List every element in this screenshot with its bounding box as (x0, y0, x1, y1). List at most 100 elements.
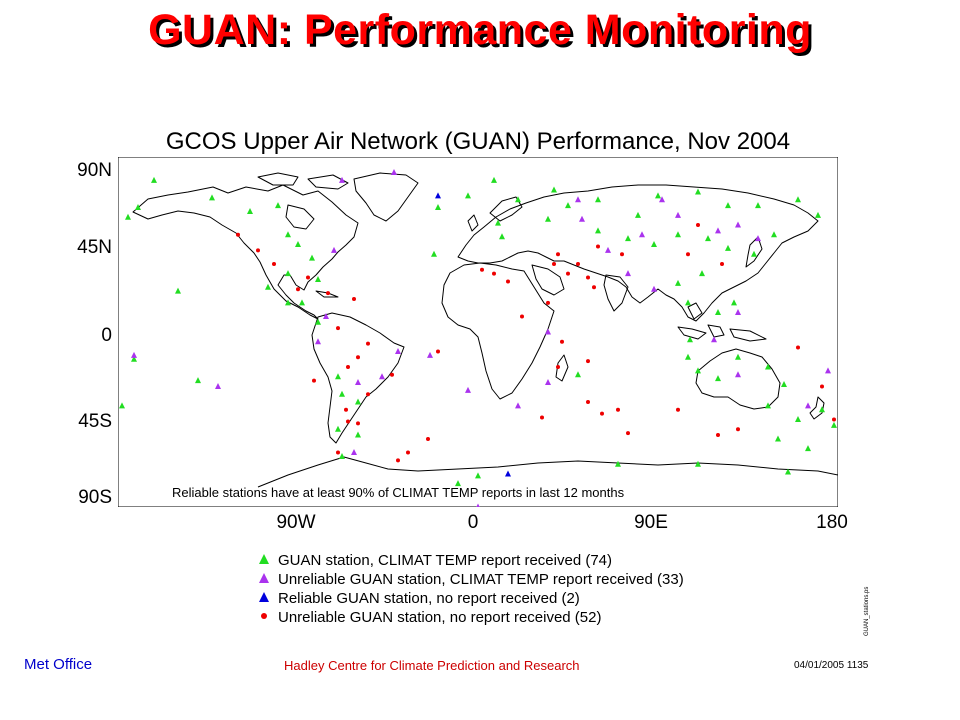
station-purple-19 (639, 231, 645, 238)
station-green-40 (755, 202, 761, 209)
station-purple-16 (579, 215, 585, 222)
station-green-25 (435, 204, 441, 211)
station-purple-15 (545, 328, 551, 335)
station-purple-20 (659, 196, 665, 203)
station-purple-21 (675, 211, 681, 218)
station-green-42 (815, 211, 821, 218)
station-red-33 (560, 339, 564, 344)
station-green-22 (335, 425, 341, 432)
station-purple-11 (427, 351, 433, 358)
station-green-38 (695, 188, 701, 195)
station-purple-24 (735, 221, 741, 228)
station-red-1 (256, 248, 260, 253)
station-green-23 (355, 431, 361, 438)
station-purple-17 (575, 196, 581, 203)
station-green-13 (119, 402, 125, 409)
station-red-41 (736, 427, 740, 432)
station-red-49 (720, 261, 724, 266)
station-green-47 (705, 235, 711, 242)
new-zealand (809, 396, 825, 420)
station-green-52 (675, 279, 681, 286)
station-purple-28 (805, 402, 811, 409)
station-green-45 (651, 241, 657, 247)
station-green-63 (819, 406, 825, 413)
scandinavia (489, 196, 523, 222)
station-red-50 (696, 223, 700, 228)
station-green-21 (355, 398, 361, 405)
station-green-17 (299, 299, 305, 306)
station-red-17 (336, 450, 340, 455)
station-green-24 (339, 452, 345, 459)
station-green-51 (699, 270, 705, 277)
station-purple-3 (215, 382, 221, 389)
station-red-5 (326, 291, 330, 296)
legend-label-reliable-no-report: Reliable GUAN station, no report receive… (278, 590, 580, 607)
station-red-23 (480, 267, 484, 272)
station-green-70 (695, 460, 701, 467)
station-green-69 (615, 460, 621, 467)
station-red-12 (356, 355, 360, 360)
station-green-60 (781, 381, 787, 387)
hadley-centre-text: Hadley Centre for Climate Prediction and… (284, 658, 580, 673)
station-red-20 (426, 436, 430, 441)
station-red-42 (676, 407, 680, 412)
world-map: Reliable stations have at least 90% of C… (118, 157, 838, 507)
station-red-18 (396, 458, 400, 463)
station-green-16 (285, 299, 291, 306)
station-green-43 (595, 227, 601, 234)
station-green-12 (175, 287, 181, 294)
legend-row-unreliable-received: Unreliable GUAN station, CLIMAT TEMP rep… (258, 570, 684, 589)
purple-triangle-icon (258, 570, 278, 589)
station-red-0 (236, 232, 240, 237)
station-red-9 (346, 365, 350, 369)
hudson-bay (285, 204, 315, 230)
lat-label-45n: 45N (77, 237, 112, 258)
station-green-46 (675, 231, 681, 238)
legend-row-reliable-no-report: Reliable GUAN station, no report receive… (258, 589, 684, 608)
station-purple-27 (825, 367, 831, 374)
station-green-36 (635, 211, 641, 218)
blue-triangle-icon (258, 589, 278, 608)
africa-coastline (441, 262, 555, 400)
greenland (353, 172, 419, 222)
station-green-6 (285, 231, 291, 238)
station-green-15 (195, 377, 201, 384)
station-green-68 (475, 472, 481, 479)
station-green-57 (735, 353, 741, 360)
lat-label-45s: 45S (78, 411, 112, 432)
station-red-48 (686, 252, 690, 257)
station-red-22 (492, 271, 496, 276)
file-tag: GUAN_stations.ps (864, 586, 870, 636)
station-green-59 (765, 363, 771, 370)
slide-title: GUAN: Performance Monitoring (148, 6, 812, 54)
station-purple-12 (465, 386, 471, 393)
station-purple-22 (625, 270, 631, 277)
station-blue-0 (435, 192, 441, 199)
station-green-10 (265, 283, 271, 290)
station-red-38 (586, 359, 590, 364)
station-red-31 (620, 252, 624, 257)
station-green-66 (831, 421, 837, 428)
red-dot-icon (258, 608, 278, 627)
station-purple-4 (331, 246, 337, 253)
station-red-39 (616, 407, 620, 412)
station-red-35 (556, 365, 560, 369)
station-green-39 (725, 202, 731, 209)
station-green-9 (315, 276, 321, 282)
station-red-6 (352, 296, 356, 301)
station-green-1 (135, 204, 141, 211)
british-isles (467, 214, 479, 232)
station-green-35 (595, 196, 601, 203)
station-green-32 (545, 215, 551, 222)
station-green-34 (565, 202, 571, 209)
station-red-27 (556, 252, 560, 257)
station-red-7 (336, 326, 340, 331)
station-red-21 (436, 349, 440, 354)
station-green-18 (315, 318, 321, 325)
map-frame (118, 157, 838, 507)
indian-peninsula (603, 274, 629, 312)
station-red-10 (366, 392, 370, 397)
station-green-8 (309, 254, 315, 261)
station-red-26 (546, 300, 550, 305)
eurasia-coastline (457, 184, 819, 322)
